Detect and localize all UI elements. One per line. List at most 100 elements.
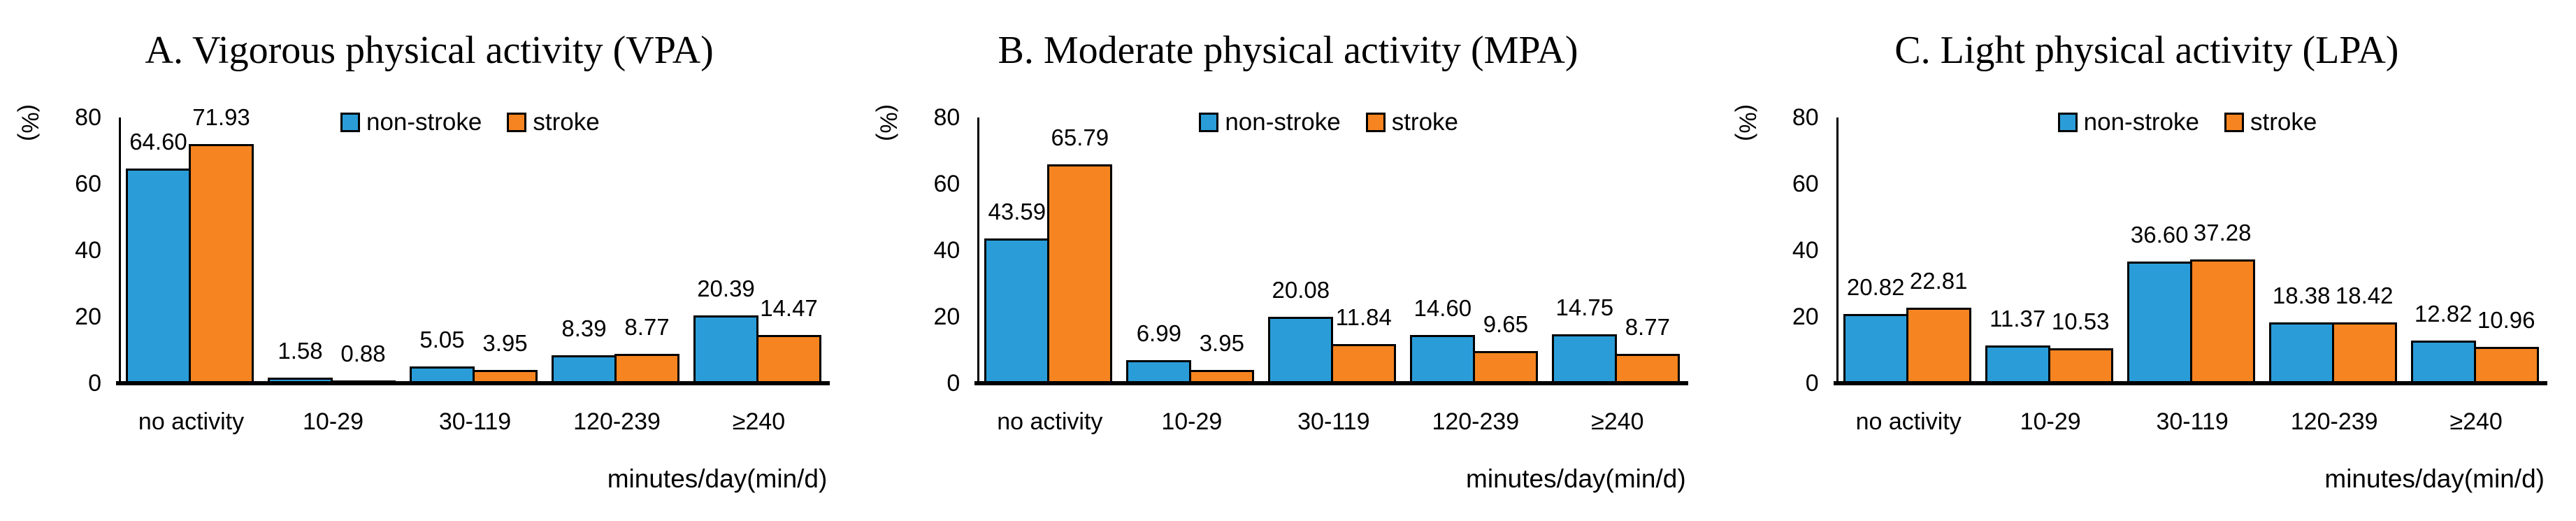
legend-entry-non-stroke: non-stroke xyxy=(340,110,482,134)
x-category-label: 120-239 xyxy=(1432,408,1520,435)
bar-non-stroke xyxy=(1126,360,1192,383)
bar-value-label: 0.88 xyxy=(340,341,386,366)
x-category-label: no activity xyxy=(138,408,245,435)
bar-value-label: 14.75 xyxy=(1555,294,1614,320)
bar-value-label: 8.39 xyxy=(561,315,607,341)
legend-entry-non-stroke: non-stroke xyxy=(2057,108,2200,136)
bar-non-stroke xyxy=(1985,345,2050,383)
bar-value-label: 3.95 xyxy=(1199,330,1244,356)
bar-value-label: 10.53 xyxy=(2051,308,2110,334)
bar-stroke xyxy=(1473,351,1539,383)
y-axis-line xyxy=(119,117,121,385)
legend: non-stroke stroke xyxy=(2057,108,2317,136)
bar-value-label: 8.77 xyxy=(1625,314,1670,340)
bar-value-label: 22.81 xyxy=(1909,268,1968,294)
bar-stroke xyxy=(2189,259,2255,383)
bar-value-label: 6.99 xyxy=(1136,320,1181,346)
bar-non-stroke xyxy=(1552,334,1618,383)
y-tick-label: 0 xyxy=(1805,370,1819,397)
bar-stroke xyxy=(614,354,679,383)
x-category-label: no activity xyxy=(1855,408,1962,435)
y-tick-label: 0 xyxy=(947,370,960,397)
bar-stroke xyxy=(1906,308,1971,383)
bar-stroke xyxy=(1047,164,1113,383)
bar-non-stroke xyxy=(1410,335,1476,383)
bar-non-stroke xyxy=(693,315,758,383)
y-axis-line xyxy=(1836,117,1839,385)
bar-value-label: 12.82 xyxy=(2414,301,2473,327)
legend-entry-stroke: stroke xyxy=(2224,110,2317,134)
stroke-swatch-icon xyxy=(2224,112,2245,132)
legend-entry-non-stroke: non-stroke xyxy=(1199,108,1341,136)
bar-value-label: 8.77 xyxy=(624,314,670,340)
legend-label: non-stroke xyxy=(366,108,482,136)
bar-stroke xyxy=(756,335,821,383)
y-tick-label: 0 xyxy=(88,370,101,397)
bar-value-label: 10.96 xyxy=(2477,307,2535,333)
bar-stroke xyxy=(2048,348,2113,383)
non-stroke-swatch-icon xyxy=(1199,112,1219,132)
y-tick-label: 80 xyxy=(933,104,960,131)
y-tick-label: 60 xyxy=(933,171,960,197)
panel-title: B. Moderate physical activity (MPA) xyxy=(998,29,1578,72)
bar-value-label: 14.60 xyxy=(1413,295,1472,321)
bar-value-label: 11.84 xyxy=(1335,304,1392,330)
legend-entry-stroke: stroke xyxy=(1365,110,1458,134)
bar-value-label: 20.82 xyxy=(1846,274,1905,300)
y-tick-label: 20 xyxy=(1792,304,1819,330)
y-tick-label: 40 xyxy=(75,237,101,264)
x-axis-title: minutes/day(min/d) xyxy=(607,464,828,493)
legend-label: non-stroke xyxy=(2083,108,2200,136)
x-category-label: 30-119 xyxy=(438,408,512,435)
x-category-label: 30-119 xyxy=(1297,408,1370,435)
legend-label: stroke xyxy=(533,108,600,136)
legend-label: non-stroke xyxy=(1225,108,1341,136)
bar-value-label: 43.59 xyxy=(988,199,1046,224)
bar-value-label: 64.60 xyxy=(129,129,187,155)
bar-non-stroke xyxy=(552,355,617,383)
y-tick-label: 60 xyxy=(75,171,101,197)
bar-value-label: 5.05 xyxy=(419,327,465,352)
panel-mpa-chart: B. Moderate physical activity (MPA) (%) 0 2… xyxy=(858,0,1717,521)
bar-value-label: 65.79 xyxy=(1051,124,1109,150)
x-category-label: 30-119 xyxy=(2156,408,2229,435)
bar-value-label: 20.08 xyxy=(1272,277,1330,303)
x-category-label: ≥240 xyxy=(1591,408,1644,435)
legend: non-stroke stroke xyxy=(340,110,600,134)
bar-value-label: 20.39 xyxy=(697,276,755,301)
x-category-label: ≥240 xyxy=(732,408,786,435)
non-stroke-swatch-icon xyxy=(2057,112,2078,132)
x-axis-title: minutes/day(min/d) xyxy=(1466,464,1686,493)
non-stroke-swatch-icon xyxy=(340,112,360,132)
panel-title: A. Vigorous physical activity (VPA) xyxy=(145,29,714,72)
x-axis-line xyxy=(116,381,830,385)
bar-value-label: 71.93 xyxy=(192,104,250,130)
x-category-label: 10-29 xyxy=(1161,408,1223,435)
bar-non-stroke xyxy=(984,238,1050,383)
x-category-label: 120-239 xyxy=(2290,408,2378,435)
bar-value-label: 11.37 xyxy=(1989,306,2046,331)
stroke-swatch-icon xyxy=(1365,112,1386,132)
bar-value-label: 14.47 xyxy=(760,295,818,321)
bar-stroke xyxy=(473,370,538,383)
bar-value-label: 37.28 xyxy=(2193,220,2252,245)
panel-title: C. Light physical activity (LPA) xyxy=(1894,29,2399,72)
legend-label: stroke xyxy=(2250,108,2317,136)
bar-value-label: 36.60 xyxy=(2130,222,2189,248)
bar-stroke xyxy=(1189,370,1255,383)
panel-lpa-chart: C. Light physical activity (LPA) (%) 0 20 40… xyxy=(1718,0,2576,521)
y-tick-label: 20 xyxy=(75,304,101,330)
bar-non-stroke xyxy=(1843,314,1908,383)
y-tick-label: 40 xyxy=(1792,237,1819,264)
x-category-label: 10-29 xyxy=(2020,408,2081,435)
bar-stroke xyxy=(2331,322,2397,383)
y-tick-label: 20 xyxy=(933,304,960,330)
y-tick-label: 60 xyxy=(1792,171,1819,197)
bar-non-stroke xyxy=(2127,262,2192,383)
bar-value-label: 18.42 xyxy=(2335,283,2394,308)
bar-non-stroke xyxy=(410,366,475,383)
bar-stroke xyxy=(1331,344,1397,383)
bar-value-label: 18.38 xyxy=(2272,283,2331,308)
legend: non-stroke stroke xyxy=(1199,110,1458,134)
